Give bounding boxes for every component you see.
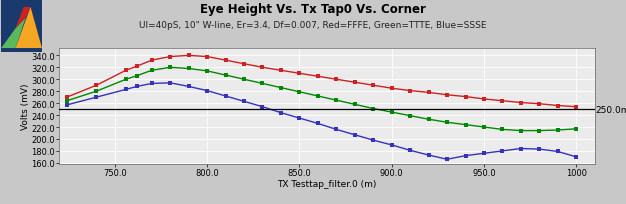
Polygon shape — [16, 8, 31, 29]
Text: 250.0mV: 250.0mV — [595, 105, 626, 114]
X-axis label: TX Testtap_filter.0 (m): TX Testtap_filter.0 (m) — [277, 179, 377, 188]
Y-axis label: Volts (mV): Volts (mV) — [21, 83, 30, 130]
Polygon shape — [1, 19, 26, 49]
FancyBboxPatch shape — [1, 0, 42, 53]
Polygon shape — [16, 8, 42, 49]
Text: Eye Height Vs. Tx Tap0 Vs. Corner: Eye Height Vs. Tx Tap0 Vs. Corner — [200, 3, 426, 16]
Text: UI=40pS, 10" W-line, Er=3.4, Df=0.007, Red=FFFE, Green=TTTE, Blue=SSSE: UI=40pS, 10" W-line, Er=3.4, Df=0.007, R… — [139, 20, 487, 29]
